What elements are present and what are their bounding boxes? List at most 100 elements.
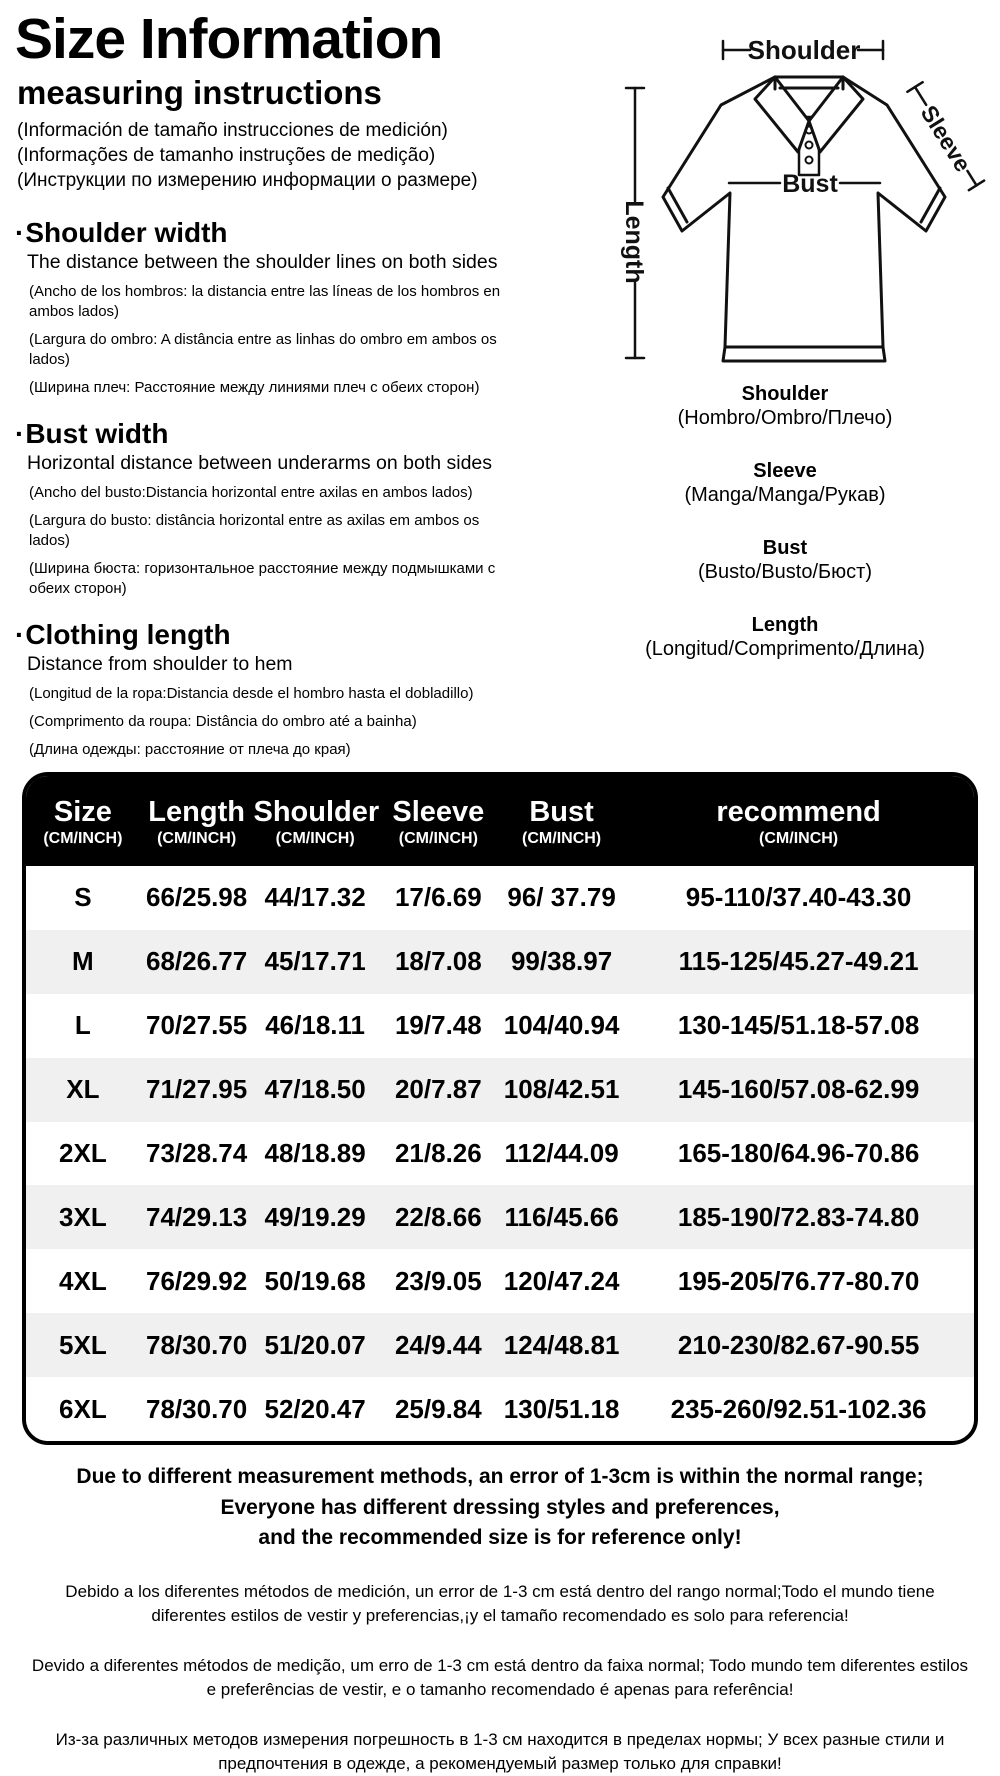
legend-term: Length — [751, 614, 819, 636]
shoulder-measure-line — [721, 39, 885, 61]
table-row: 4XL 76/29.92 50/19.68 23/9.05 120/47.24 195-2… — [26, 1249, 974, 1314]
value-cell: 130/51.18 — [503, 1393, 620, 1424]
value-cell: 78/30.70 — [146, 1393, 248, 1424]
value-cell: 96/ 37.79 — [507, 882, 616, 913]
column-name: Shoulder — [253, 795, 380, 828]
value-cell: 235-260/92.51-102.36 — [670, 1393, 927, 1424]
table-row: 3XL 74/29.13 49/19.29 22/8.66 116/45.66 185-1… — [26, 1185, 974, 1250]
column-unit: (CM/INCH) — [275, 829, 355, 847]
diagram-legend: Shoulder (Hombro/Ombro/Плечо) Sleeve (Manga… — [570, 382, 1000, 661]
measure-section: ·Bust width Horizontal distance between u… — [15, 418, 550, 599]
size-cell: M — [72, 946, 94, 977]
column-header: Sleeve (CM/INCH) — [377, 795, 500, 848]
footer-notice: Due to different measurement methods, an… — [30, 1462, 970, 1554]
bullet: · — [15, 418, 25, 449]
measure-section: ·Clothing length Distance from shoulder t… — [15, 619, 550, 760]
section-title: ·Bust width — [15, 418, 550, 450]
table-row: 6XL 78/30.70 52/20.47 25/9.84 130/51.18 235-2… — [26, 1377, 974, 1441]
size-table-header: Size (CM/INCH) Length (CM/INCH) Shoulder (CM/… — [26, 776, 974, 866]
value-cell: 165-180/64.96-70.86 — [677, 1138, 920, 1168]
value-cell: 21/8.26 — [394, 1138, 482, 1168]
size-cell: 3XL — [59, 1201, 107, 1232]
sleeve-measure-line: Sleeve — [906, 80, 986, 192]
value-cell: 44/17.32 — [264, 882, 366, 913]
value-cell: 51/20.07 — [264, 1329, 366, 1360]
subtitle-translation-es: (Información de tamaño instrucciones de … — [17, 120, 448, 141]
column-header: Length (CM/INCH) — [140, 795, 254, 848]
column-header: Shoulder (CM/INCH) — [253, 795, 380, 848]
legend-translation: (Manga/Manga/Рукав) — [684, 484, 886, 506]
footer-notice-line: and the recommended size is for referenc… — [258, 1526, 742, 1549]
value-cell: 48/18.89 — [264, 1138, 366, 1168]
column-name: Sleeve — [392, 795, 485, 828]
shoulder-measure-label: Shoulder — [748, 35, 861, 65]
column-name: Length — [148, 795, 245, 828]
section-title-text: Bust width — [25, 418, 169, 449]
page-subtitle: measuring instructions — [17, 74, 382, 111]
value-cell: 49/19.29 — [264, 1201, 366, 1232]
value-cell: 104/40.94 — [503, 1010, 620, 1041]
table-row: 2XL 73/28.74 48/18.89 21/8.26 112/44.09 165-1… — [26, 1121, 974, 1186]
column-unit: (CM/INCH) — [43, 829, 123, 847]
section-description: The distance between the shoulder lines … — [27, 251, 498, 273]
shirt-outline — [661, 75, 947, 363]
legend-translation: (Hombro/Ombro/Плечо) — [677, 407, 893, 429]
length-measure-label: Length — [620, 200, 648, 283]
value-cell: 78/30.70 — [146, 1329, 248, 1360]
footer-notice-line: Everyone has different dressing styles a… — [220, 1495, 780, 1519]
value-cell: 145-160/57.08-62.99 — [677, 1074, 920, 1105]
legend-item: Shoulder (Hombro/Ombro/Плечо) — [570, 382, 1000, 430]
value-cell: 18/7.08 — [394, 946, 482, 977]
column-name: Size — [53, 795, 112, 828]
value-cell: 116/45.66 — [504, 1201, 619, 1232]
size-cell: XL — [66, 1074, 100, 1105]
value-cell: 120/47.24 — [503, 1265, 620, 1296]
section-translation: (Длина одежды: расстояние от плеча до кр… — [29, 741, 351, 758]
section-translation: (Ancho del busto:Distancia horizontal en… — [29, 484, 473, 501]
value-cell: 210-230/82.67-90.55 — [677, 1329, 920, 1360]
value-cell: 195-205/76.77-80.70 — [677, 1265, 920, 1296]
legend-item: Sleeve (Manga/Manga/Рукав) — [570, 459, 1000, 507]
value-cell: 24/9.44 — [394, 1329, 482, 1360]
table-row: XL 71/27.95 47/18.50 20/7.87 108/42.51 145-16… — [26, 1057, 974, 1122]
table-row: M 68/26.77 45/17.71 18/7.08 99/38.97 115-125/… — [26, 929, 974, 994]
value-cell: 112/44.09 — [504, 1138, 619, 1168]
size-cell: 2XL — [59, 1138, 107, 1168]
section-translation: (Largura do busto: distância horizontal … — [29, 512, 480, 549]
value-cell: 25/9.84 — [394, 1393, 482, 1424]
table-row: S 66/25.98 44/17.32 17/6.69 96/ 37.79 95-110/… — [26, 866, 974, 930]
column-header: Size (CM/INCH) — [26, 795, 140, 848]
value-cell: 17/6.69 — [394, 882, 482, 913]
value-cell: 130-145/51.18-57.08 — [677, 1010, 920, 1041]
size-cell: 6XL — [59, 1393, 107, 1424]
section-title: ·Clothing length — [15, 619, 550, 651]
column-unit: (CM/INCH) — [759, 829, 839, 847]
value-cell: 52/20.47 — [264, 1393, 366, 1424]
size-table-body: S 66/25.98 44/17.32 17/6.69 96/ 37.79 95-110/… — [26, 866, 974, 1441]
bullet: · — [15, 217, 25, 248]
value-cell: 95-110/37.40-43.30 — [685, 882, 912, 913]
section-translation: (Ширина плеч: Расстояние между линиями п… — [29, 379, 480, 396]
value-cell: 73/28.74 — [146, 1138, 248, 1168]
section-title-text: Clothing length — [25, 619, 231, 650]
value-cell: 19/7.48 — [394, 1010, 482, 1041]
legend-term: Bust — [762, 537, 808, 559]
instructions-column: Size Information measuring instructions … — [15, 8, 550, 780]
section-description: Distance from shoulder to hem — [27, 653, 293, 675]
legend-translation: (Busto/Busto/Бюст) — [697, 561, 872, 583]
section-translation: (Ширина бюста: горизонтальное расстояние… — [29, 560, 496, 597]
section-description: Horizontal distance between underarms on… — [27, 452, 493, 474]
value-cell: 66/25.98 — [146, 882, 248, 913]
value-cell: 45/17.71 — [264, 946, 366, 977]
size-cell: L — [74, 1010, 91, 1041]
value-cell: 70/27.55 — [146, 1010, 248, 1041]
length-measure-line — [624, 86, 646, 360]
bullet: · — [15, 619, 25, 650]
subtitle-translation-pt: (Informações de tamanho instruções de me… — [17, 145, 436, 166]
collar — [753, 75, 865, 154]
legend-term: Sleeve — [753, 460, 817, 482]
size-cell: 4XL — [59, 1265, 107, 1296]
footer: Due to different measurement methods, an… — [30, 1462, 970, 1776]
section-translation: (Largura do ombro: A distância entre as … — [29, 331, 497, 368]
column-unit: (CM/INCH) — [522, 829, 602, 847]
